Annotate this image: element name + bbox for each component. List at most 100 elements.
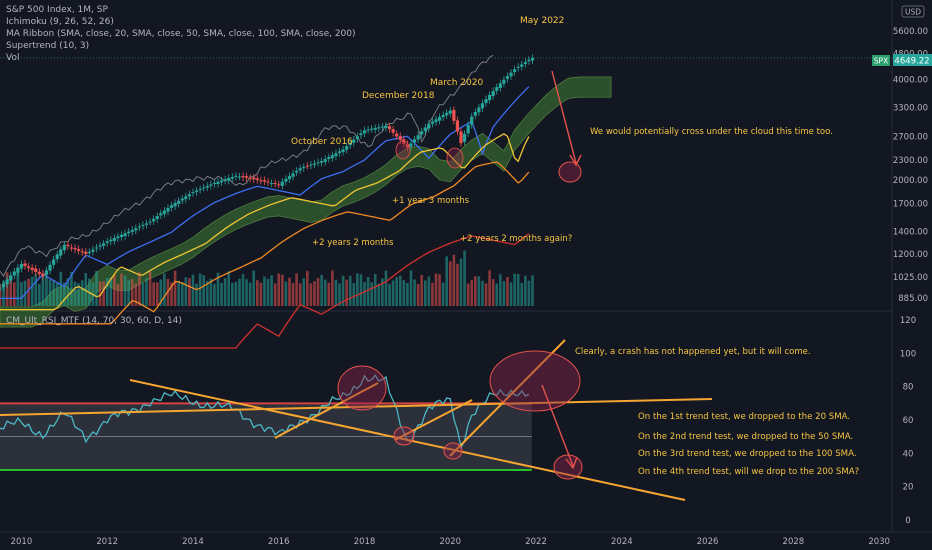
candle-body: [91, 249, 95, 252]
candle-body: [102, 243, 106, 246]
volume-bar: [34, 273, 38, 306]
candle-body: [216, 181, 220, 184]
rsi-tick-label: 80: [903, 383, 914, 393]
volume-bar: [341, 275, 345, 306]
volume-bar: [438, 274, 441, 306]
annotation-plus-2y2m-again: +2 years 2 months again?: [460, 234, 572, 244]
candle-body: [69, 247, 74, 249]
candle-body: [84, 251, 88, 254]
volume-bar: [213, 283, 216, 306]
candle-body: [116, 236, 120, 239]
candle-body: [137, 226, 141, 228]
volume-bar: [281, 274, 284, 306]
sma50-line: [0, 133, 530, 311]
candle-body: [148, 221, 152, 223]
candle-body: [44, 270, 49, 275]
volume-bar: [481, 280, 484, 306]
candle-body: [12, 271, 16, 276]
candle-body: [434, 119, 438, 123]
volume-bar: [327, 282, 331, 306]
volume-bar: [138, 272, 141, 306]
candle-body: [416, 135, 420, 140]
ma-ribbon: [0, 54, 530, 349]
candle-body: [441, 114, 445, 118]
volume-bar: [55, 282, 59, 306]
volume-bar: [384, 270, 388, 306]
volume-bar: [359, 274, 363, 306]
note-test-2: On the 2nd trend test, we dropped to the…: [638, 432, 853, 442]
candle-body: [527, 59, 531, 62]
volume-bar: [345, 279, 348, 306]
volume-bar: [366, 277, 370, 306]
volume-bar: [12, 282, 16, 306]
candle-body: [291, 173, 295, 177]
volume-bar: [527, 280, 531, 306]
candle-body: [513, 69, 517, 73]
currency-badge[interactable]: [901, 5, 925, 18]
candle-body: [384, 125, 388, 128]
candle-body: [391, 129, 395, 133]
candle-body: [462, 133, 467, 142]
volume-bar: [524, 275, 527, 306]
arrow-may-2022: [551, 70, 577, 164]
candle-body: [495, 87, 499, 91]
volume-bar: [306, 270, 309, 306]
volume-bars: [0, 250, 534, 306]
volume-bar: [331, 270, 334, 306]
candle-body: [41, 273, 45, 277]
candle-body: [119, 234, 124, 238]
volume-bar: [466, 283, 470, 306]
candle-body: [284, 178, 288, 182]
volume-bar: [259, 282, 263, 306]
volume-bar: [2, 280, 5, 306]
volume-bar: [45, 276, 48, 306]
volume-bar: [398, 275, 402, 306]
volume-bar: [209, 278, 213, 306]
candle-body: [248, 177, 252, 179]
candle-body: [373, 128, 377, 130]
volume-bar: [391, 280, 395, 306]
candle-body: [19, 263, 24, 269]
volume-bar: [416, 283, 420, 306]
note-test-3: On the 3rd trend test, we dropped to the…: [638, 449, 857, 459]
candle-body: [134, 228, 138, 231]
candle-body: [502, 79, 506, 84]
candle-body: [59, 249, 63, 256]
candle-body: [234, 175, 238, 177]
volume-bar: [277, 273, 281, 306]
volume-bar: [291, 283, 295, 306]
volume-bar: [409, 270, 413, 306]
candle-body: [266, 181, 270, 183]
time-tick-label: 2022: [525, 537, 547, 547]
volume-bar: [16, 271, 20, 306]
volume-bar: [506, 277, 509, 306]
annotation-cross-cloud: We would potentially cross under the clo…: [590, 127, 833, 137]
volume-bar: [180, 282, 184, 306]
candle-body: [237, 176, 242, 178]
candle-body: [141, 224, 145, 227]
volume-bar: [370, 282, 373, 306]
note-test-1: On the 1st trend test, we dropped to the…: [638, 412, 850, 422]
candle-body: [252, 177, 256, 180]
candle-body: [327, 157, 331, 160]
candle-body: [359, 133, 363, 136]
volume-bar: [373, 274, 377, 306]
arrow-head-may-2022: [569, 154, 582, 167]
volume-bar: [38, 283, 41, 306]
symbol-tag-box: [872, 55, 890, 66]
volume-bar: [230, 282, 234, 306]
volume-bar: [216, 272, 220, 306]
candle-body: [287, 176, 292, 180]
candle-body: [398, 135, 402, 141]
candle-body: [173, 203, 177, 207]
candle-body: [309, 164, 313, 166]
candle-body: [330, 155, 334, 159]
rsi-tick-label: 120: [900, 316, 916, 326]
volume-bar: [141, 282, 145, 306]
volume-bar: [59, 271, 63, 306]
rsi-arrow: [541, 384, 574, 467]
candle-body: [298, 168, 302, 171]
rsi-trendline-test-3: [449, 339, 566, 457]
volume-bar: [445, 256, 449, 306]
